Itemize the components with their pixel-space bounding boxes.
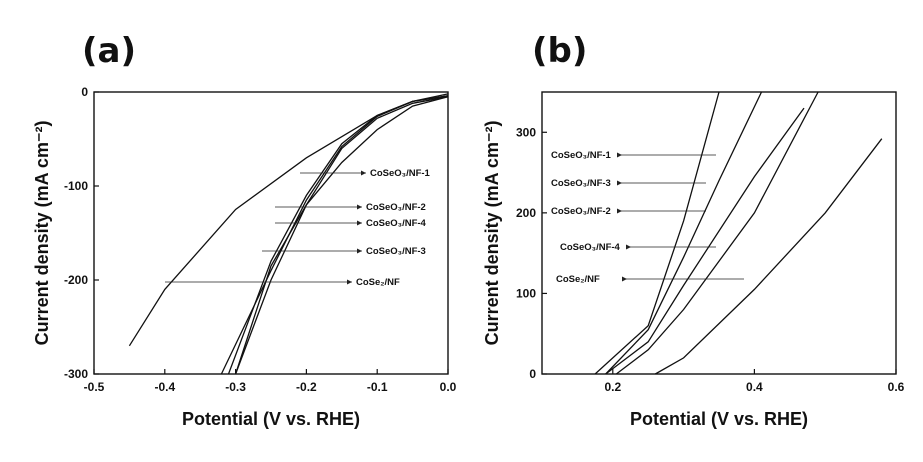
- panel-b: (b) 0.20.40.60100200300 CoSeO₃/NF-1CoSeO…: [482, 31, 905, 429]
- panel-a-x-tick-label: -0.4: [154, 380, 175, 394]
- panel-b-ticks: 0.2 0.4 0.6 0 100 200 300: [516, 125, 905, 394]
- panel-a-series-line-4: [236, 97, 448, 374]
- panel-a-y-axis-title: Current density (mA cm⁻²): [32, 121, 52, 346]
- panel-b-y-axis-title: Current density (mA cm⁻²): [482, 121, 502, 346]
- panel-b-plot-frame: [542, 92, 896, 374]
- panel-a-leader-arrow-4: [357, 249, 362, 254]
- panel-b-series-line-2: [606, 92, 762, 374]
- panel-a-series: [129, 94, 448, 374]
- panel-a-series-line-1: [236, 97, 448, 374]
- panel-a-y-tick-label: -200: [64, 273, 88, 287]
- panel-a-y-tick-label: -100: [64, 179, 88, 193]
- panel-a-x-tick-label: -0.1: [367, 380, 388, 394]
- panel-a-x-tick-label: -0.2: [296, 380, 317, 394]
- panel-b-series-label-3: CoSeO₃/NF-2: [551, 206, 611, 217]
- panel-a-series-label-2: CoSeO₃/NF-2: [366, 202, 426, 213]
- panel-a-x-axis-title: Potential (V vs. RHE): [182, 409, 360, 429]
- panel-a-series-labels: CoSeO₃/NF-1 CoSeO₃/NF-2 CoSeO₃/NF-4 CoSeO₃/…: [165, 168, 431, 288]
- panel-b-series-line-1: [595, 92, 719, 374]
- panel-b-series-line-3: [606, 108, 804, 374]
- panel-b-y-tick-label: 200: [516, 206, 536, 220]
- panel-b-x-tick-label: 0.2: [604, 380, 621, 394]
- panel-b-x-tick-label: 0.6: [888, 380, 905, 394]
- panel-a-ticks: -0.5 -0.4 -0.3 -0.2 -0.1 0.0 -300 -200 -100 0: [64, 85, 457, 394]
- panel-a: (a) -0.5 -0.4 -0.3 -0.2 -0.1 0.0 -300 -200 -100 0…: [32, 31, 457, 429]
- panel-b-y-tick-label: 100: [516, 286, 536, 300]
- panel-a-y-tick-label: 0: [81, 85, 88, 99]
- panel-b-x-tick-label: 0.4: [746, 380, 763, 394]
- panel-a-series-line-3: [221, 96, 448, 374]
- panel-a-x-tick-label: 0.0: [440, 380, 457, 394]
- panel-b-x-axis-title: Potential (V vs. RHE): [630, 409, 808, 429]
- panel-b-series-label-5: CoSe₂/NF: [556, 274, 600, 285]
- panel-a-y-tick-label: -300: [64, 367, 88, 381]
- panel-a-label: (a): [82, 31, 136, 71]
- panel-b-leader-arrow-2: [617, 181, 622, 186]
- panel-b-leader-arrow-1: [617, 153, 622, 158]
- panel-b-leader-arrow-4: [626, 245, 631, 250]
- panel-b-series-label-2: CoSeO₃/NF-3: [551, 178, 611, 189]
- panel-b-label: (b): [532, 31, 587, 71]
- panel-b-series-label-4: CoSeO₃/NF-4: [560, 242, 621, 253]
- panel-b-series-line-5: [655, 139, 882, 374]
- panel-a-x-tick-label: -0.3: [225, 380, 246, 394]
- panel-b-series-labels: CoSeO₃/NF-1 CoSeO₃/NF-3 CoSeO₃/NF-2 CoSeO₃/…: [551, 150, 744, 285]
- panel-b-series: [595, 92, 882, 374]
- panel-a-x-tick-label: -0.5: [84, 380, 105, 394]
- panel-a-series-label-5: CoSe₂/NF: [356, 277, 400, 288]
- panel-b-series-label-1: CoSeO₃/NF-1: [551, 150, 612, 161]
- panel-b-y-tick-label: 0: [529, 367, 536, 381]
- panel-b-leader-arrow-3: [617, 209, 622, 214]
- panel-a-series-label-4: CoSeO₃/NF-3: [366, 246, 426, 257]
- panel-a-leader-arrow-3: [357, 221, 362, 226]
- panel-a-series-line-2: [229, 96, 449, 374]
- panel-a-series-label-1: CoSeO₃/NF-1: [370, 168, 431, 179]
- panel-b-y-tick-label: 300: [516, 125, 536, 139]
- panel-a-series-label-3: CoSeO₃/NF-4: [366, 218, 427, 229]
- panel-a-leader-arrow-2: [357, 205, 362, 210]
- panel-a-leader-arrow-1: [361, 171, 366, 176]
- panel-a-plot-frame: [94, 92, 448, 374]
- panel-b-leader-arrow-5: [622, 277, 627, 282]
- panel-a-leader-arrow-5: [347, 280, 352, 285]
